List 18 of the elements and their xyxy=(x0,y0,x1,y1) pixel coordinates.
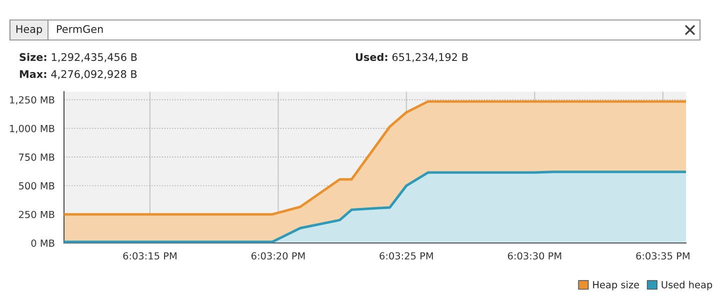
legend-label: Heap size xyxy=(593,280,640,290)
x-tick-label: 6:03:25 PM xyxy=(380,252,433,260)
y-tick-label: 1,250 MB xyxy=(10,96,54,105)
text: Heap xyxy=(16,25,42,36)
legend-label: Used heap xyxy=(662,280,712,290)
text: Max: 4,276,092,928 B xyxy=(20,70,137,80)
text: Size: 1,292,435,456 B xyxy=(20,52,137,62)
x-tick-label: 6:03:30 PM xyxy=(508,252,562,260)
y-tick-label: 500 MB xyxy=(19,182,54,190)
y-tick-label: 250 MB xyxy=(18,210,54,218)
x-tick-label: 6:03:35 PM xyxy=(636,252,690,260)
text: PermGen xyxy=(57,25,103,34)
y-tick-label: 750 MB xyxy=(19,154,54,161)
text: Used: 651,234,192 B xyxy=(356,52,468,62)
x-tick-label: 6:03:20 PM xyxy=(251,252,305,260)
y-tick-label: 1,000 MB xyxy=(10,124,54,134)
y-tick-label: 0 MB xyxy=(31,239,54,247)
x-tick-label: 6:03:15 PM xyxy=(123,252,176,260)
